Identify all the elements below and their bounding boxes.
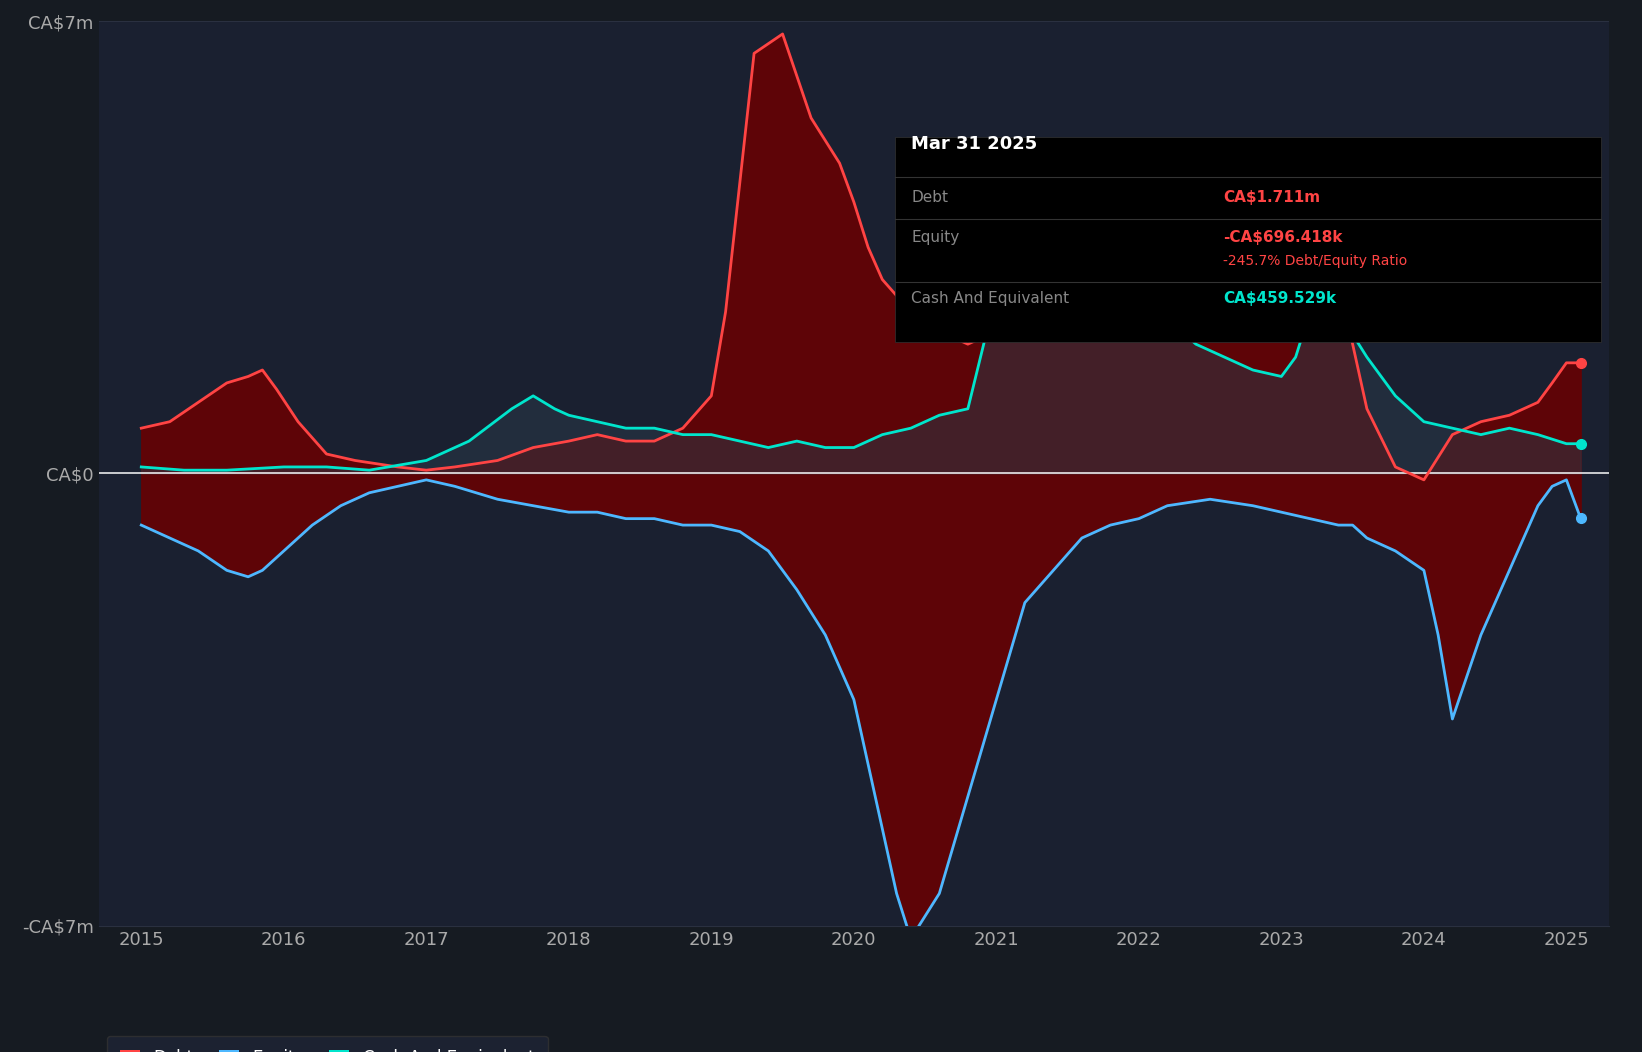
Legend: Debt, Equity, Cash And Equivalent: Debt, Equity, Cash And Equivalent (107, 1035, 548, 1052)
Text: Debt: Debt (911, 190, 949, 205)
Text: Equity: Equity (911, 230, 959, 245)
Text: -245.7% Debt/Equity Ratio: -245.7% Debt/Equity Ratio (1223, 255, 1407, 268)
Text: -CA$696.418k: -CA$696.418k (1223, 230, 1343, 245)
Text: Cash And Equivalent: Cash And Equivalent (911, 291, 1069, 306)
Text: CA$459.529k: CA$459.529k (1223, 291, 1337, 306)
Text: Mar 31 2025: Mar 31 2025 (911, 136, 1038, 154)
Text: CA$1.711m: CA$1.711m (1223, 190, 1320, 205)
